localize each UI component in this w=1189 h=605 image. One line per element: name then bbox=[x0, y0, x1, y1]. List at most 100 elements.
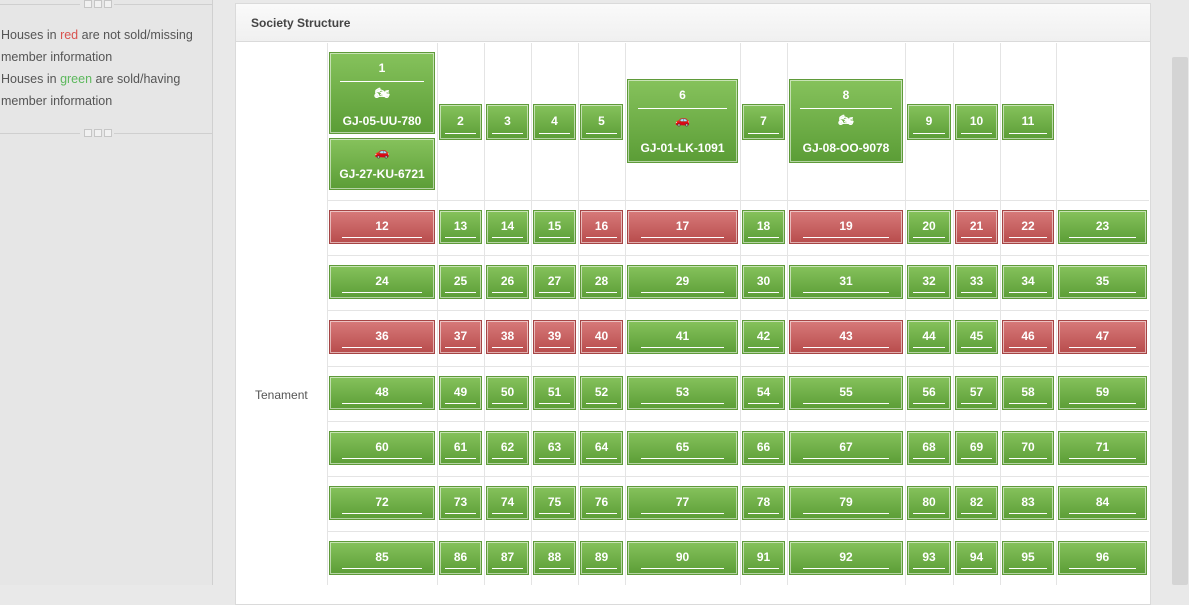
house-35[interactable]: 35 bbox=[1058, 265, 1147, 299]
underline bbox=[491, 403, 524, 404]
house-1-vehicle-2[interactable]: 🚗 GJ-27-KU-6721 bbox=[329, 138, 435, 190]
house-7[interactable]: 7 bbox=[742, 104, 785, 140]
house-69[interactable]: 69 bbox=[955, 431, 998, 465]
house-71[interactable]: 71 bbox=[1058, 431, 1147, 465]
house-4[interactable]: 4 bbox=[533, 104, 576, 140]
house-76[interactable]: 76 bbox=[580, 486, 623, 520]
house-84[interactable]: 84 bbox=[1058, 486, 1147, 520]
house-18[interactable]: 18 bbox=[742, 210, 785, 244]
house-38[interactable]: 38 bbox=[486, 320, 529, 354]
grid-line bbox=[953, 43, 954, 585]
house-47[interactable]: 47 bbox=[1058, 320, 1147, 354]
house-34[interactable]: 34 bbox=[1002, 265, 1054, 299]
house-41[interactable]: 41 bbox=[627, 320, 738, 354]
house-77[interactable]: 77 bbox=[627, 486, 738, 520]
house-3[interactable]: 3 bbox=[486, 104, 529, 140]
house-1[interactable]: 1 🏍 GJ-05-UU-780 bbox=[329, 52, 435, 134]
house-68[interactable]: 68 bbox=[907, 431, 951, 465]
house-8[interactable]: 8 🏍 GJ-08-OO-9078 bbox=[789, 79, 903, 163]
house-42[interactable]: 42 bbox=[742, 320, 785, 354]
house-12[interactable]: 12 bbox=[329, 210, 435, 244]
house-85[interactable]: 85 bbox=[329, 541, 435, 575]
house-43[interactable]: 43 bbox=[789, 320, 903, 354]
house-52[interactable]: 52 bbox=[580, 376, 623, 410]
house-66[interactable]: 66 bbox=[742, 431, 785, 465]
house-32[interactable]: 32 bbox=[907, 265, 951, 299]
house-96[interactable]: 96 bbox=[1058, 541, 1147, 575]
house-59[interactable]: 59 bbox=[1058, 376, 1147, 410]
house-6[interactable]: 6 🚗 GJ-01-LK-1091 bbox=[627, 79, 738, 163]
house-44[interactable]: 44 bbox=[907, 320, 951, 354]
house-11[interactable]: 11 bbox=[1002, 104, 1054, 140]
house-20[interactable]: 20 bbox=[907, 210, 951, 244]
house-82[interactable]: 82 bbox=[955, 486, 998, 520]
house-39[interactable]: 39 bbox=[533, 320, 576, 354]
house-16[interactable]: 16 bbox=[580, 210, 623, 244]
house-15[interactable]: 15 bbox=[533, 210, 576, 244]
house-89[interactable]: 89 bbox=[580, 541, 623, 575]
house-14[interactable]: 14 bbox=[486, 210, 529, 244]
house-70[interactable]: 70 bbox=[1002, 431, 1054, 465]
house-94[interactable]: 94 bbox=[955, 541, 998, 575]
house-48[interactable]: 48 bbox=[329, 376, 435, 410]
house-26[interactable]: 26 bbox=[486, 265, 529, 299]
house-56[interactable]: 56 bbox=[907, 376, 951, 410]
house-37[interactable]: 37 bbox=[439, 320, 482, 354]
house-91[interactable]: 91 bbox=[742, 541, 785, 575]
house-58[interactable]: 58 bbox=[1002, 376, 1054, 410]
house-28[interactable]: 28 bbox=[580, 265, 623, 299]
house-73[interactable]: 73 bbox=[439, 486, 482, 520]
house-45[interactable]: 45 bbox=[955, 320, 998, 354]
house-54[interactable]: 54 bbox=[742, 376, 785, 410]
house-60[interactable]: 60 bbox=[329, 431, 435, 465]
house-30[interactable]: 30 bbox=[742, 265, 785, 299]
house-92[interactable]: 92 bbox=[789, 541, 903, 575]
house-33[interactable]: 33 bbox=[955, 265, 998, 299]
house-57[interactable]: 57 bbox=[955, 376, 998, 410]
house-25[interactable]: 25 bbox=[439, 265, 482, 299]
house-31[interactable]: 31 bbox=[789, 265, 903, 299]
house-29[interactable]: 29 bbox=[627, 265, 738, 299]
house-72[interactable]: 72 bbox=[329, 486, 435, 520]
house-74[interactable]: 74 bbox=[486, 486, 529, 520]
house-90[interactable]: 90 bbox=[627, 541, 738, 575]
house-61[interactable]: 61 bbox=[439, 431, 482, 465]
house-53[interactable]: 53 bbox=[627, 376, 738, 410]
house-5[interactable]: 5 bbox=[580, 104, 623, 140]
house-23[interactable]: 23 bbox=[1058, 210, 1147, 244]
house-10[interactable]: 10 bbox=[955, 104, 998, 140]
house-19[interactable]: 19 bbox=[789, 210, 903, 244]
house-86[interactable]: 86 bbox=[439, 541, 482, 575]
house-22[interactable]: 22 bbox=[1002, 210, 1054, 244]
house-80[interactable]: 80 bbox=[907, 486, 951, 520]
house-9[interactable]: 9 bbox=[907, 104, 951, 140]
house-49[interactable]: 49 bbox=[439, 376, 482, 410]
house-21[interactable]: 21 bbox=[955, 210, 998, 244]
house-55[interactable]: 55 bbox=[789, 376, 903, 410]
house-46[interactable]: 46 bbox=[1002, 320, 1054, 354]
house-87[interactable]: 87 bbox=[486, 541, 529, 575]
house-2[interactable]: 2 bbox=[439, 104, 482, 140]
house-64[interactable]: 64 bbox=[580, 431, 623, 465]
house-63[interactable]: 63 bbox=[533, 431, 576, 465]
house-88[interactable]: 88 bbox=[533, 541, 576, 575]
house-51[interactable]: 51 bbox=[533, 376, 576, 410]
house-40[interactable]: 40 bbox=[580, 320, 623, 354]
house-27[interactable]: 27 bbox=[533, 265, 576, 299]
house-62[interactable]: 62 bbox=[486, 431, 529, 465]
house-36[interactable]: 36 bbox=[329, 320, 435, 354]
house-65[interactable]: 65 bbox=[627, 431, 738, 465]
house-67[interactable]: 67 bbox=[789, 431, 903, 465]
house-83[interactable]: 83 bbox=[1002, 486, 1054, 520]
house-24[interactable]: 24 bbox=[329, 265, 435, 299]
house-13[interactable]: 13 bbox=[439, 210, 482, 244]
house-17[interactable]: 17 bbox=[627, 210, 738, 244]
house-95[interactable]: 95 bbox=[1002, 541, 1054, 575]
house-79[interactable]: 79 bbox=[789, 486, 903, 520]
grid-line bbox=[578, 43, 579, 585]
scrollbar[interactable] bbox=[1172, 57, 1188, 585]
house-93[interactable]: 93 bbox=[907, 541, 951, 575]
house-50[interactable]: 50 bbox=[486, 376, 529, 410]
house-75[interactable]: 75 bbox=[533, 486, 576, 520]
house-78[interactable]: 78 bbox=[742, 486, 785, 520]
